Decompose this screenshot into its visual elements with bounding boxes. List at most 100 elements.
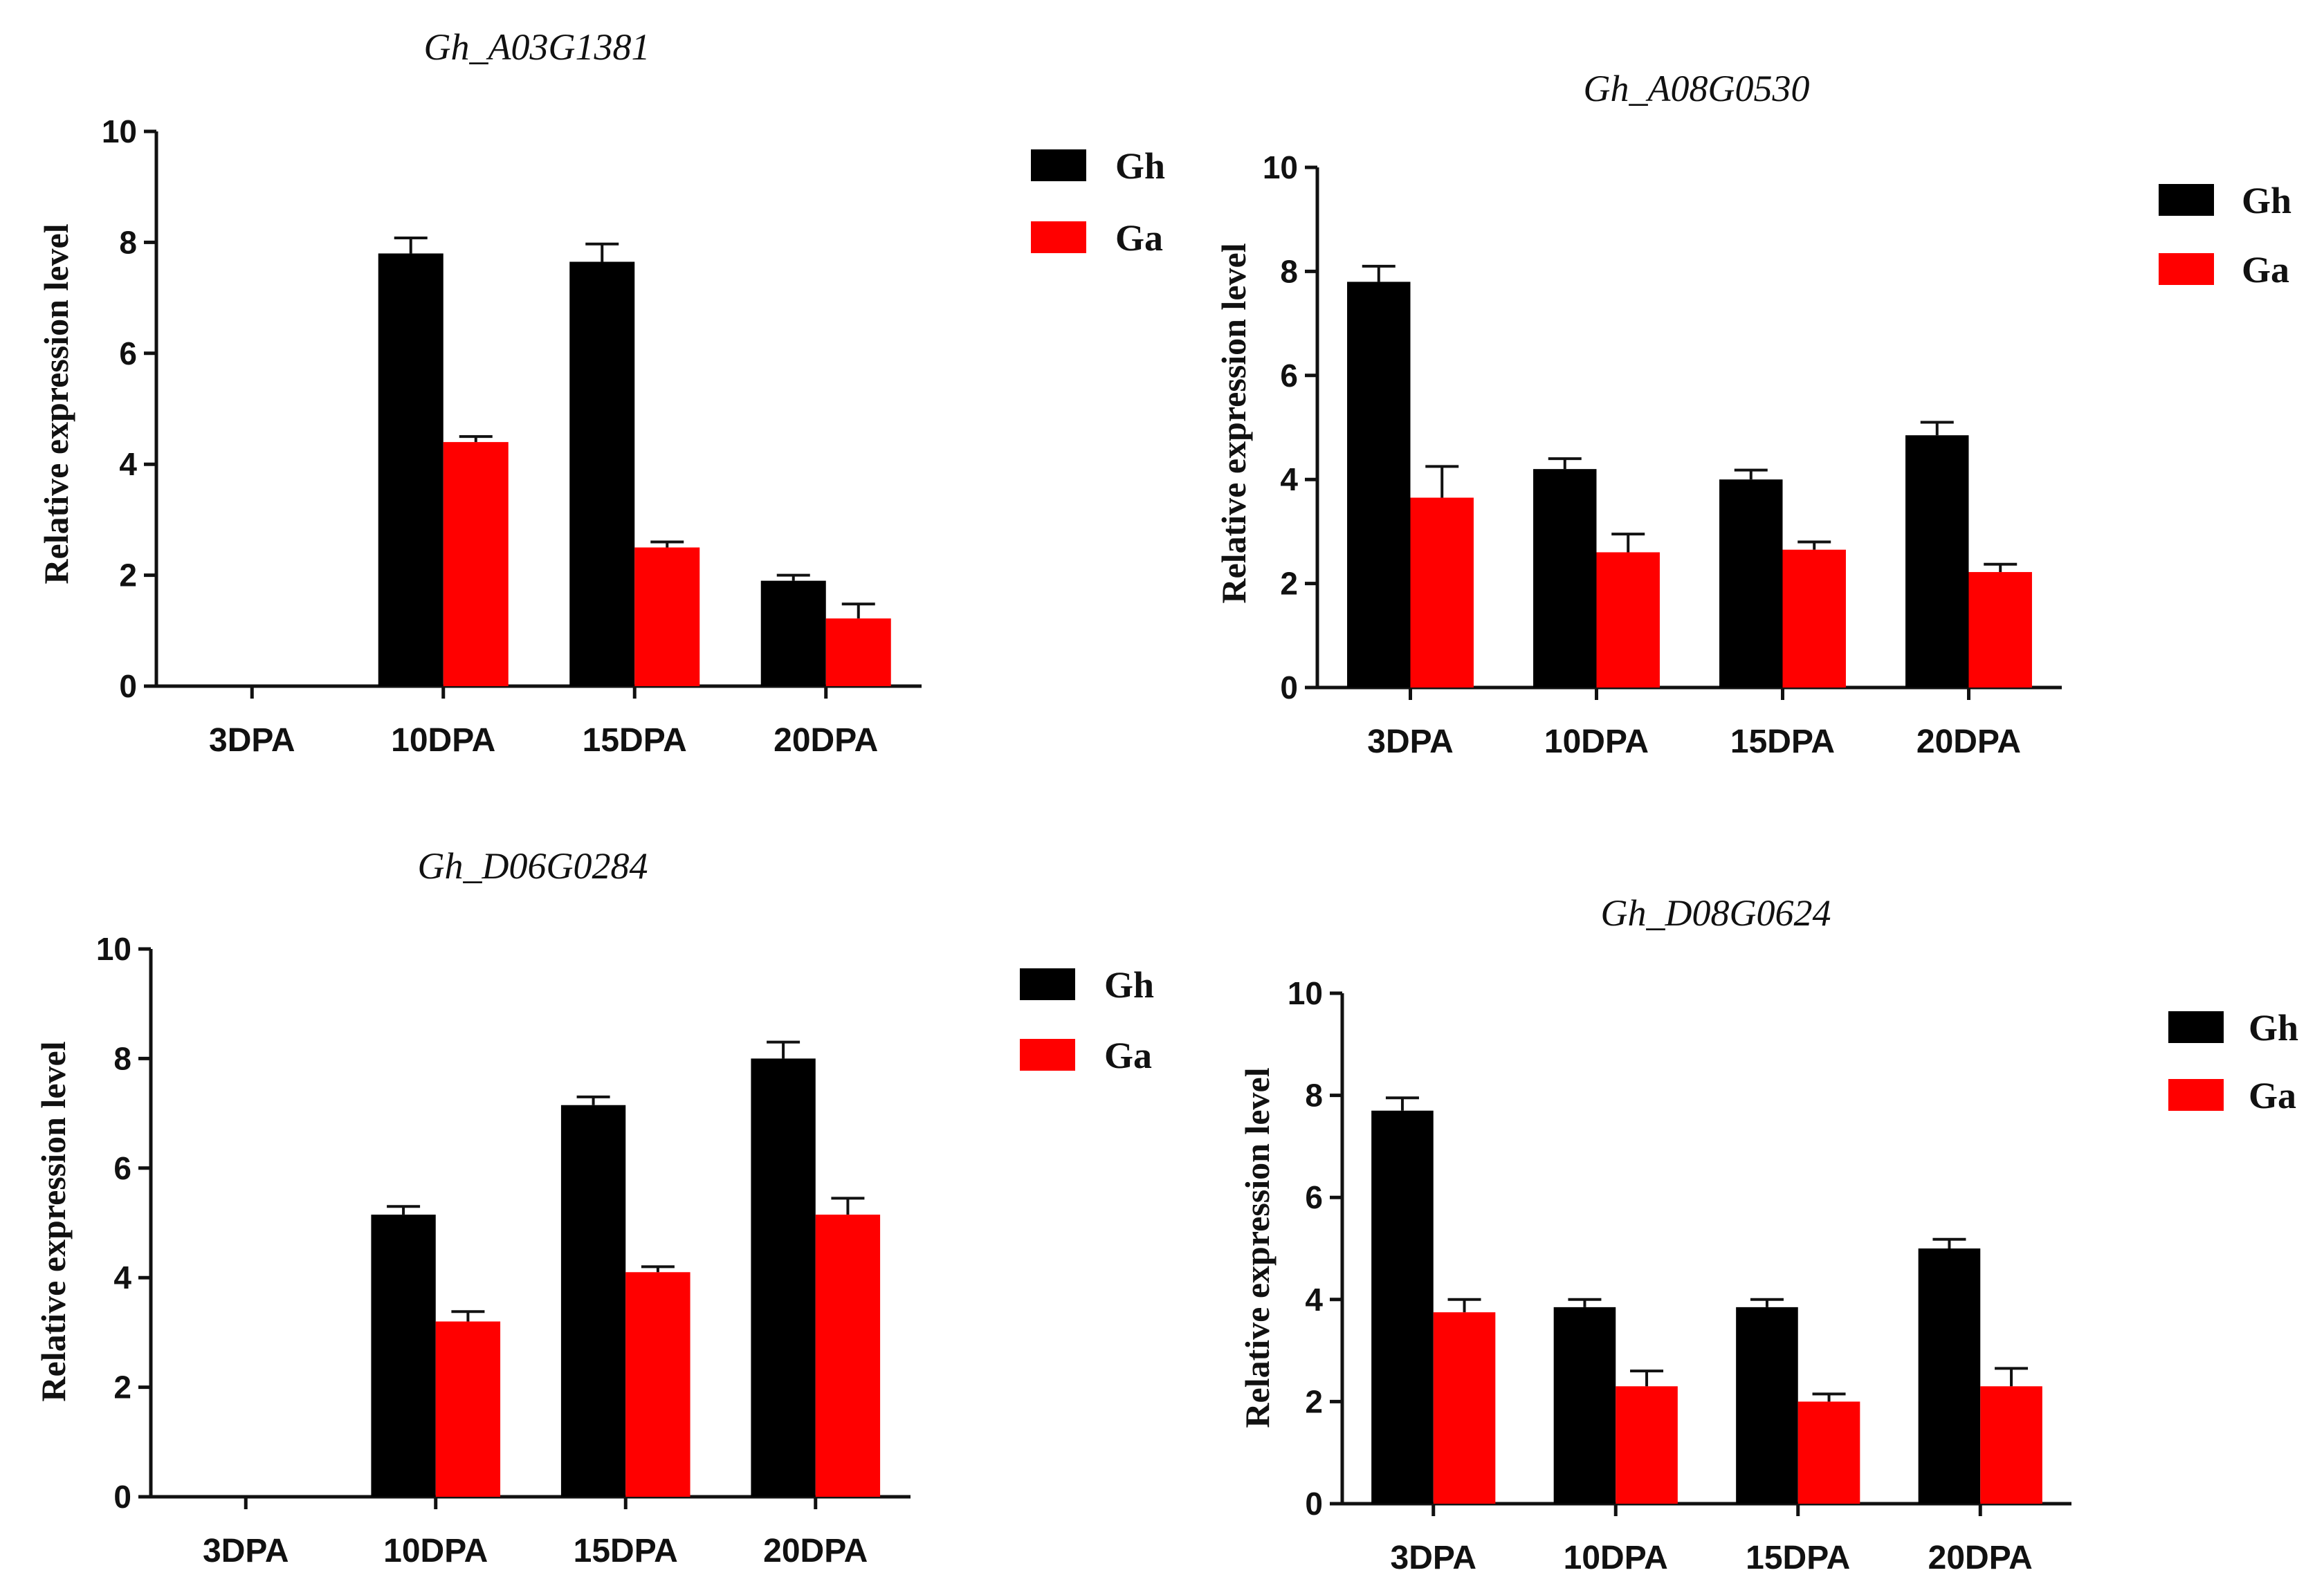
bar-ga-15dpa (1797, 1401, 1860, 1504)
y-tick-label: 8 (1280, 253, 1298, 289)
y-tick-label: 0 (1280, 670, 1298, 706)
y-tick-label: 4 (1305, 1282, 1323, 1318)
y-axis-label: Relative expression level (1238, 1067, 1277, 1428)
chart-title: Gh_D08G0624 (1601, 892, 1831, 934)
x-tick-label: 20DPA (763, 1533, 868, 1569)
x-tick-label: 3DPA (209, 722, 295, 759)
x-tick-label: 15DPA (574, 1533, 678, 1569)
x-tick-label: 20DPA (1928, 1540, 2033, 1576)
bar-gh-20dpa (760, 580, 826, 686)
y-axis-label: Relative expression level (37, 223, 75, 584)
legend-label-gh: Gh (1104, 964, 1154, 1006)
legend: Gh Ga (1031, 145, 1165, 259)
bar-gh-20dpa (1905, 435, 1969, 688)
legend-swatch-ga (1031, 221, 1086, 253)
x-tick-label: 20DPA (1916, 723, 2021, 760)
bar-gh-20dpa (1918, 1248, 1981, 1504)
legend-swatch-ga (1020, 1039, 1075, 1071)
y-tick-label: 6 (1305, 1179, 1323, 1215)
legend-label-ga: Ga (2249, 1075, 2296, 1116)
y-tick-label: 8 (1305, 1078, 1323, 1114)
legend-label-ga: Ga (1104, 1035, 1152, 1076)
bar-ga-10dpa (1616, 1386, 1678, 1504)
x-tick-label: 3DPA (1367, 723, 1453, 760)
bar-gh-20dpa (751, 1058, 816, 1497)
legend-swatch-ga (2159, 253, 2214, 285)
y-tick-label: 10 (1263, 149, 1298, 185)
bar-ga-10dpa (443, 442, 509, 686)
x-tick-label: 15DPA (583, 722, 687, 759)
x-tick-label: 10DPA (383, 1533, 488, 1569)
y-tick-label: 4 (1280, 461, 1298, 497)
bar-ga-15dpa (634, 547, 700, 686)
legend-label-gh: Gh (2242, 180, 2291, 221)
y-tick-label: 8 (113, 1040, 131, 1076)
legend-swatch-gh (1031, 149, 1086, 181)
bar-gh-15dpa (1719, 479, 1783, 688)
y-tick-label: 0 (113, 1479, 131, 1515)
bar-ga-3dpa (1433, 1312, 1496, 1504)
x-tick-label: 10DPA (1564, 1540, 1668, 1576)
bar-ga-15dpa (625, 1272, 690, 1497)
legend-swatch-ga (2168, 1079, 2224, 1111)
x-tick-label: 3DPA (203, 1533, 289, 1569)
y-tick-label: 0 (119, 668, 137, 704)
bar-ga-10dpa (435, 1321, 501, 1497)
bar-gh-15dpa (560, 1105, 626, 1497)
chart-panel-d06g0284: Gh_D06G0284 Relative expression level Gh… (34, 845, 1154, 1569)
legend-label-ga: Ga (1115, 217, 1163, 259)
legend-label-gh: Gh (1115, 145, 1165, 187)
legend-label-gh: Gh (2249, 1007, 2298, 1049)
bar-gh-10dpa (1533, 469, 1597, 688)
y-tick-label: 2 (1305, 1383, 1323, 1419)
y-tick-label: 0 (1305, 1486, 1323, 1522)
x-tick-label: 20DPA (774, 722, 878, 759)
y-tick-label: 4 (119, 446, 137, 482)
y-tick-label: 10 (102, 113, 137, 149)
bar-gh-10dpa (371, 1215, 436, 1497)
x-tick-label: 15DPA (1746, 1540, 1850, 1576)
y-tick-label: 2 (1280, 566, 1298, 602)
legend: Gh Ga (2168, 1007, 2298, 1116)
bar-ga-3dpa (1410, 497, 1474, 688)
x-tick-label: 10DPA (391, 722, 495, 759)
chart-panel-d08g0624: Gh_D08G0624 Relative expression level Gh… (1238, 892, 2298, 1576)
chart-title: Gh_A08G0530 (1584, 68, 1810, 109)
bar-gh-3dpa (1347, 282, 1411, 688)
legend-swatch-gh (2168, 1011, 2224, 1043)
y-tick-label: 2 (119, 557, 137, 593)
legend-swatch-gh (2159, 184, 2214, 216)
legend-label-ga: Ga (2242, 249, 2289, 291)
legend: Gh Ga (2159, 180, 2291, 291)
chart-title: Gh_D06G0284 (418, 845, 648, 887)
chart-panel-a08g0530: Gh_A08G0530 Relative expression level Gh… (1214, 68, 2291, 760)
y-axis-label: Relative expression level (34, 1041, 73, 1401)
x-tick-label: 3DPA (1391, 1540, 1476, 1576)
y-tick-label: 6 (1280, 358, 1298, 394)
y-tick-label: 4 (113, 1260, 131, 1295)
bar-ga-15dpa (1782, 549, 1846, 688)
bar-gh-10dpa (378, 253, 443, 686)
bar-ga-20dpa (825, 618, 891, 686)
y-tick-label: 10 (1288, 975, 1323, 1011)
y-tick-label: 6 (119, 335, 137, 371)
y-tick-label: 6 (113, 1150, 131, 1186)
bar-gh-10dpa (1553, 1307, 1616, 1504)
bar-gh-15dpa (569, 261, 635, 687)
legend: Gh Ga (1020, 964, 1154, 1076)
bar-ga-20dpa (1968, 572, 2032, 688)
bar-gh-15dpa (1736, 1307, 1798, 1504)
y-tick-label: 2 (113, 1370, 131, 1405)
y-axis-label: Relative expression level (1214, 243, 1253, 603)
x-tick-label: 15DPA (1730, 723, 1835, 760)
bar-ga-20dpa (815, 1215, 881, 1497)
bar-ga-10dpa (1596, 552, 1660, 688)
bar-gh-3dpa (1371, 1110, 1434, 1504)
legend-swatch-gh (1020, 968, 1075, 1000)
x-tick-label: 10DPA (1544, 723, 1649, 760)
chart-panel-a03g1381: Gh_A03G1381 Relative expression level Gh… (37, 26, 1165, 759)
y-tick-label: 8 (119, 224, 137, 260)
y-tick-label: 10 (96, 931, 131, 967)
bar-ga-20dpa (1980, 1386, 2042, 1504)
